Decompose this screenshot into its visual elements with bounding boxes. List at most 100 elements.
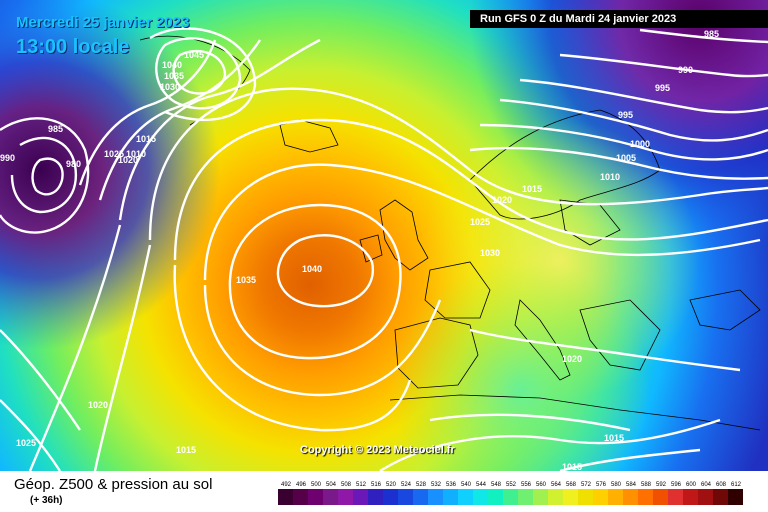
copyright-notice: Copyright © 2023 Meteociel.fr [300,444,455,456]
isobar-label: 1010 [600,172,620,182]
isobar-1015-med [379,418,721,471]
scale-color-cell [653,489,668,505]
isobar-1010-ne [469,146,768,180]
scale-tick-label: 612 [731,482,742,488]
scale-color-cell [488,489,503,505]
scale-color-cell [368,489,383,505]
scale-tick-label: 552 [506,482,517,488]
isobar-label: 990 [0,153,15,163]
scale-tick-label: 524 [401,482,412,488]
scale-tick-label: 492 [281,482,292,488]
scale-tick-label: 544 [476,482,487,488]
ireland-coast [359,234,383,263]
isobar-990-west [0,117,90,234]
isobar-990-ne [559,53,768,78]
isobar-1000 [499,98,768,142]
north-africa-coast [389,394,761,431]
scale-color-cell [338,489,353,505]
isobar-label: 1020 [118,155,138,165]
isobar-label: 1025 [104,149,124,159]
isobar-label: 990 [678,65,693,75]
isobar-995 [519,78,768,114]
scale-tick-label: 528 [416,482,427,488]
scale-color-cell [293,489,308,505]
scale-tick-label: 596 [671,482,682,488]
isobar-1040 [276,234,375,308]
isobar-label: 1005 [616,153,636,163]
scale-tick-label: 560 [536,482,547,488]
map-title: Géop. Z500 & pression au sol [14,476,213,493]
scale-tick-label: 600 [686,482,697,488]
scale-tick-label: 604 [701,482,712,488]
scale-color-cell [308,489,323,505]
isobar-1005 [78,39,217,186]
model-run-label: Run GFS 0 Z du Mardi 24 janvier 2023 [470,10,768,28]
isobar-label: 1015 [176,445,196,455]
scale-color-cell [683,489,698,505]
france-coast [424,261,491,319]
isobar-label: 985 [704,29,719,39]
isobars [0,27,768,471]
forecast-lead-time: (+ 36h) [30,495,63,506]
isobar-label: 1035 [164,71,184,81]
italy-coast [514,299,571,381]
scale-color-cell [458,489,473,505]
forecast-valid-date: Mercredi 25 janvier 2023 [16,14,190,31]
scale-color-cell [623,489,638,505]
scale-tick-label: 512 [356,482,367,488]
scale-tick-label: 556 [521,482,532,488]
isobar-label: 1025 [470,217,490,227]
scale-tick-label: 572 [581,482,592,488]
scale-tick-label: 568 [566,482,577,488]
scale-color-cell [563,489,578,505]
isobar-label: 1020 [88,400,108,410]
scale-color-cell [278,489,293,505]
scale-color-cell [728,489,743,505]
isobar-label: 1030 [480,248,500,258]
isobar-label: 995 [655,83,670,93]
scale-color-cell [323,489,338,505]
isobar-1035-greenland [149,27,257,122]
isobar-1015-med-2 [429,413,631,432]
scale-tick-label: 580 [611,482,622,488]
isobar-label: 1020 [492,195,512,205]
scale-tick-label: 536 [446,482,457,488]
isobar-985-ne [639,28,768,44]
scale-tick-label: 496 [296,482,307,488]
isobar-label: 1000 [630,139,650,149]
geopotential-map: 985 990 995 995 1000 1005 1010 1015 1020… [0,0,768,471]
isobar-980-west [31,157,64,196]
isobar-1020-south [93,244,152,471]
forecast-valid-time: 13:00 locale [16,36,130,58]
scale-color-cell [713,489,728,505]
isobar-label: 1025 [16,438,36,448]
scale-tick-label: 588 [641,482,652,488]
balkans-coast [579,299,661,371]
scale-color-cell [518,489,533,505]
scale-tick-label: 608 [716,482,727,488]
scale-tick-label: 576 [596,482,607,488]
scale-color-cell [638,489,653,505]
isobar-1030 [203,163,761,281]
isobar-label: 1045 [184,50,204,60]
isobar-1030-south [203,284,442,397]
isobar-label: 1015 [562,462,582,471]
scale-tick-label: 592 [656,482,667,488]
black-sea-coast [689,289,761,331]
scale-tick-label: 532 [431,482,442,488]
isobar-label: 980 [66,159,81,169]
scale-tick-label: 584 [626,482,637,488]
isobar-1015-south [28,224,122,471]
isobar-labels: 985 990 995 995 1000 1005 1010 1015 1020… [0,29,719,471]
scale-color-cell [533,489,548,505]
iberia-coast [394,317,479,389]
isobar-1005-ne [479,123,768,161]
scale-tick-label: 516 [371,482,382,488]
scale-tick-label: 540 [461,482,472,488]
isobar-1040-greenland [155,37,242,110]
scale-tick-label: 504 [326,482,337,488]
scale-color-cell [608,489,623,505]
isobar-1045-greenland [172,49,227,95]
isobar-label: 1020 [562,354,582,364]
